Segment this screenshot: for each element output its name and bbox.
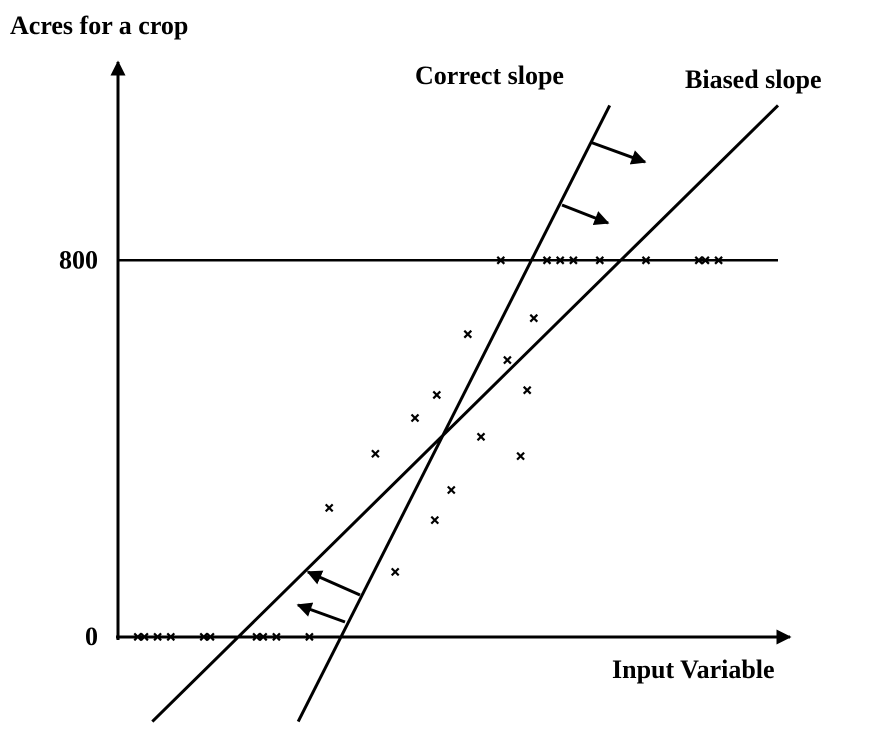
point — [516, 451, 525, 461]
point — [496, 256, 506, 265]
fit-line — [151, 104, 780, 723]
point — [410, 413, 420, 423]
point — [140, 632, 149, 642]
point — [252, 632, 261, 642]
point — [199, 632, 209, 642]
point — [555, 256, 565, 265]
y-tick-label: 800 — [59, 245, 98, 274]
arrow — [306, 570, 361, 597]
line-label: Biased slope — [685, 65, 822, 94]
shift-arrows — [296, 140, 647, 624]
point — [529, 313, 539, 323]
point — [641, 256, 651, 265]
point — [595, 256, 605, 265]
point — [324, 503, 334, 513]
point — [166, 632, 176, 642]
point — [694, 256, 704, 265]
point — [463, 329, 473, 339]
point — [522, 385, 532, 395]
arrow — [296, 602, 346, 624]
point — [133, 632, 143, 642]
point — [503, 355, 512, 365]
arrow — [561, 203, 610, 226]
point — [542, 256, 552, 265]
arrow — [589, 140, 647, 165]
point — [258, 632, 268, 642]
point — [305, 632, 314, 642]
y-tick-label: 0 — [85, 622, 98, 651]
fit-line — [296, 104, 612, 723]
line-label: Correct slope — [415, 61, 564, 90]
y-axis-label: Acres for a crop — [10, 11, 188, 40]
x-axis-label: Input Variable — [612, 655, 775, 684]
point — [272, 632, 281, 642]
point — [153, 632, 162, 642]
point — [430, 515, 440, 525]
point — [476, 432, 486, 442]
point — [432, 390, 442, 400]
point — [714, 256, 723, 265]
point — [371, 449, 380, 459]
point — [569, 256, 578, 265]
point — [390, 567, 400, 577]
point — [447, 485, 456, 495]
point — [701, 256, 710, 265]
point — [206, 632, 215, 642]
